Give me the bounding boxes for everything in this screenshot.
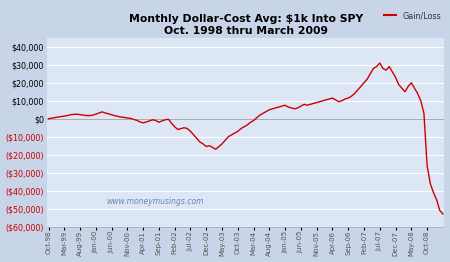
Legend: Gain/Loss: Gain/Loss: [381, 8, 445, 23]
Title: Monthly Dollar-Cost Avg: $1k Into SPY
Oct. 1998 thru March 2009: Monthly Dollar-Cost Avg: $1k Into SPY Oc…: [129, 14, 363, 36]
Text: www.moneymusings.com: www.moneymusings.com: [107, 197, 204, 206]
